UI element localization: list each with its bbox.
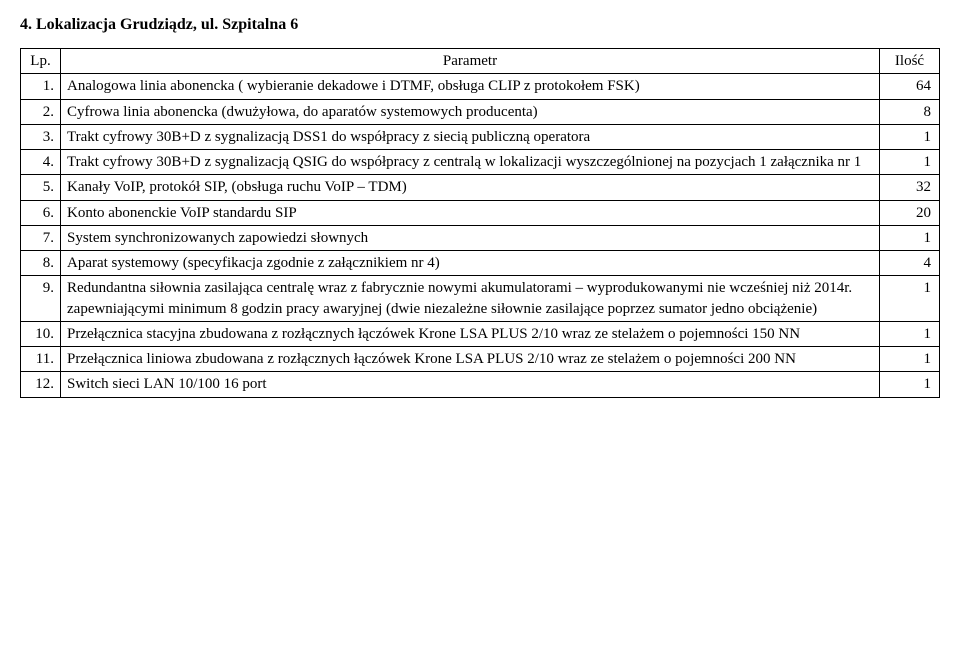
cell-param: Redundantna siłownia zasilająca centralę… xyxy=(61,276,880,322)
cell-param: Cyfrowa linia abonencka (dwużyłowa, do a… xyxy=(61,99,880,124)
cell-param: Przełącznica stacyjna zbudowana z rozłąc… xyxy=(61,321,880,346)
cell-lp: 10. xyxy=(21,321,61,346)
cell-lp: 2. xyxy=(21,99,61,124)
table-row: 10. Przełącznica stacyjna zbudowana z ro… xyxy=(21,321,940,346)
cell-param: System synchronizowanych zapowiedzi słow… xyxy=(61,225,880,250)
table-row: 8. Aparat systemowy (specyfikacja zgodni… xyxy=(21,251,940,276)
cell-qty: 32 xyxy=(880,175,940,200)
table-row: 2. Cyfrowa linia abonencka (dwużyłowa, d… xyxy=(21,99,940,124)
cell-param: Aparat systemowy (specyfikacja zgodnie z… xyxy=(61,251,880,276)
cell-param: Trakt cyfrowy 30B+D z sygnalizacją QSIG … xyxy=(61,150,880,175)
cell-qty: 1 xyxy=(880,321,940,346)
table-row: 9. Redundantna siłownia zasilająca centr… xyxy=(21,276,940,322)
cell-qty: 1 xyxy=(880,124,940,149)
cell-param: Analogowa linia abonencka ( wybieranie d… xyxy=(61,74,880,99)
section-title: 4. Lokalizacja Grudziądz, ul. Szpitalna … xyxy=(20,16,940,34)
table-row: 7. System synchronizowanych zapowiedzi s… xyxy=(21,225,940,250)
table-row: 3. Trakt cyfrowy 30B+D z sygnalizacją DS… xyxy=(21,124,940,149)
cell-qty: 8 xyxy=(880,99,940,124)
table-row: 4. Trakt cyfrowy 30B+D z sygnalizacją QS… xyxy=(21,150,940,175)
cell-param: Przełącznica liniowa zbudowana z rozłącz… xyxy=(61,347,880,372)
cell-lp: 7. xyxy=(21,225,61,250)
cell-lp: 3. xyxy=(21,124,61,149)
table-header-row: Lp. Parametr Ilość xyxy=(21,49,940,74)
cell-qty: 1 xyxy=(880,225,940,250)
table-row: 5. Kanały VoIP, protokół SIP, (obsługa r… xyxy=(21,175,940,200)
cell-param: Switch sieci LAN 10/100 16 port xyxy=(61,372,880,397)
table-row: 12. Switch sieci LAN 10/100 16 port 1 xyxy=(21,372,940,397)
cell-lp: 6. xyxy=(21,200,61,225)
cell-qty: 20 xyxy=(880,200,940,225)
cell-param: Kanały VoIP, protokół SIP, (obsługa ruch… xyxy=(61,175,880,200)
cell-qty: 1 xyxy=(880,347,940,372)
cell-qty: 4 xyxy=(880,251,940,276)
parameters-table: Lp. Parametr Ilość 1. Analogowa linia ab… xyxy=(20,48,940,398)
cell-qty: 1 xyxy=(880,372,940,397)
cell-lp: 8. xyxy=(21,251,61,276)
cell-lp: 12. xyxy=(21,372,61,397)
cell-lp: 9. xyxy=(21,276,61,322)
col-header-lp: Lp. xyxy=(21,49,61,74)
table-row: 1. Analogowa linia abonencka ( wybierani… xyxy=(21,74,940,99)
col-header-qty: Ilość xyxy=(880,49,940,74)
cell-qty: 64 xyxy=(880,74,940,99)
table-row: 6. Konto abonenckie VoIP standardu SIP 2… xyxy=(21,200,940,225)
cell-lp: 1. xyxy=(21,74,61,99)
table-row: 11. Przełącznica liniowa zbudowana z roz… xyxy=(21,347,940,372)
col-header-param: Parametr xyxy=(61,49,880,74)
cell-qty: 1 xyxy=(880,150,940,175)
cell-lp: 11. xyxy=(21,347,61,372)
cell-param: Trakt cyfrowy 30B+D z sygnalizacją DSS1 … xyxy=(61,124,880,149)
cell-qty: 1 xyxy=(880,276,940,322)
cell-param: Konto abonenckie VoIP standardu SIP xyxy=(61,200,880,225)
cell-lp: 4. xyxy=(21,150,61,175)
cell-lp: 5. xyxy=(21,175,61,200)
